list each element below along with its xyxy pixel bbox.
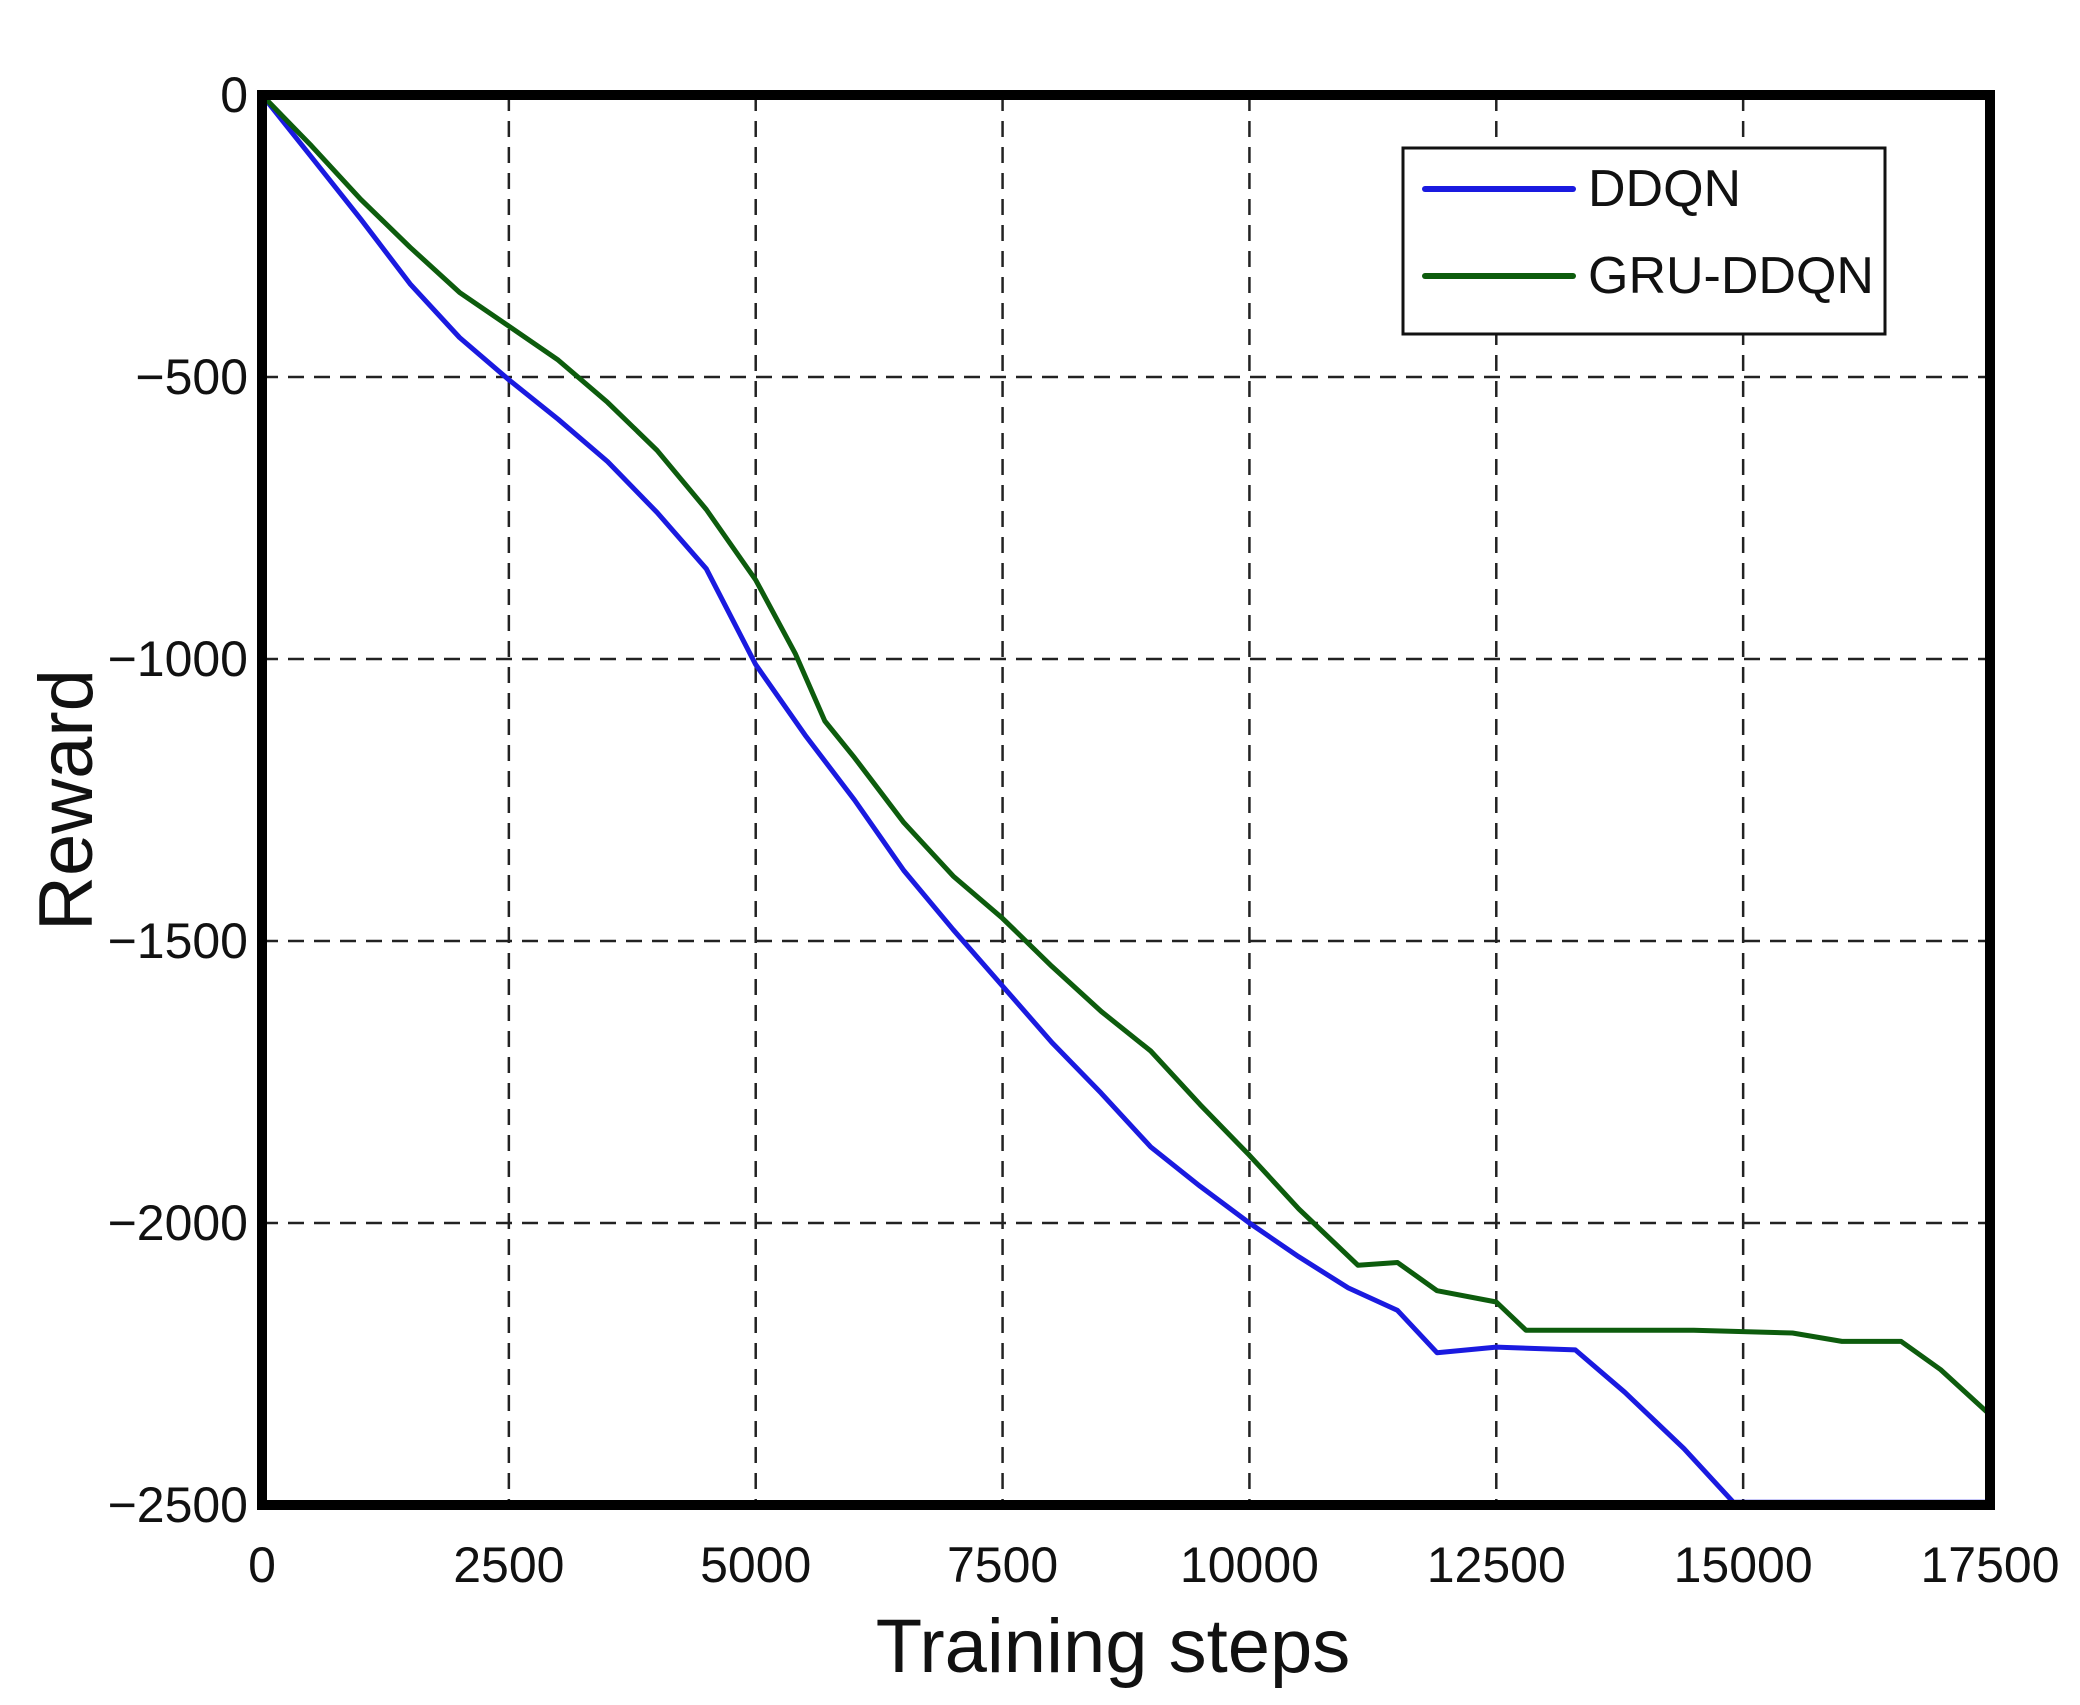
x-tick-label: 7500 [947, 1537, 1058, 1593]
legend-label-ddqn: DDQN [1588, 160, 1741, 218]
y-axis-label: Reward [24, 669, 109, 931]
grid-lines [262, 95, 1990, 1505]
x-tick-label: 12500 [1427, 1537, 1566, 1593]
plot-frame [257, 90, 1995, 1510]
x-tick-label: 5000 [700, 1537, 811, 1593]
y-tick-label: −500 [135, 349, 248, 405]
x-tick-label: 15000 [1674, 1537, 1813, 1593]
x-tick-labels: 0 2500 5000 7500 10000 12500 15000 17500 [248, 1537, 2059, 1593]
y-tick-labels: 0 −500 −1000 −1500 −2000 −2500 [108, 67, 248, 1533]
series-line-ddqn [259, 92, 1993, 1505]
x-tick-label: 0 [248, 1537, 276, 1593]
series-lines [259, 92, 1993, 1505]
y-tick-label: 0 [220, 67, 248, 123]
x-tick-label: 10000 [1180, 1537, 1319, 1593]
x-axis-label: Training steps [876, 1604, 1351, 1689]
legend-box [1401, 146, 1887, 336]
y-tick-label: −2500 [108, 1477, 248, 1533]
legend-label-gru-ddqn: GRU-DDQN [1588, 247, 1874, 305]
series-line-gru-ddqn [259, 92, 1993, 1418]
y-tick-label: −1500 [108, 913, 248, 969]
x-tick-label: 2500 [453, 1537, 564, 1593]
legend[interactable]: DDQN GRU-DDQN [1401, 146, 1887, 336]
y-tick-label: −1000 [108, 631, 248, 687]
x-tick-label: 17500 [1920, 1537, 2059, 1593]
y-tick-label: −2000 [108, 1195, 248, 1251]
